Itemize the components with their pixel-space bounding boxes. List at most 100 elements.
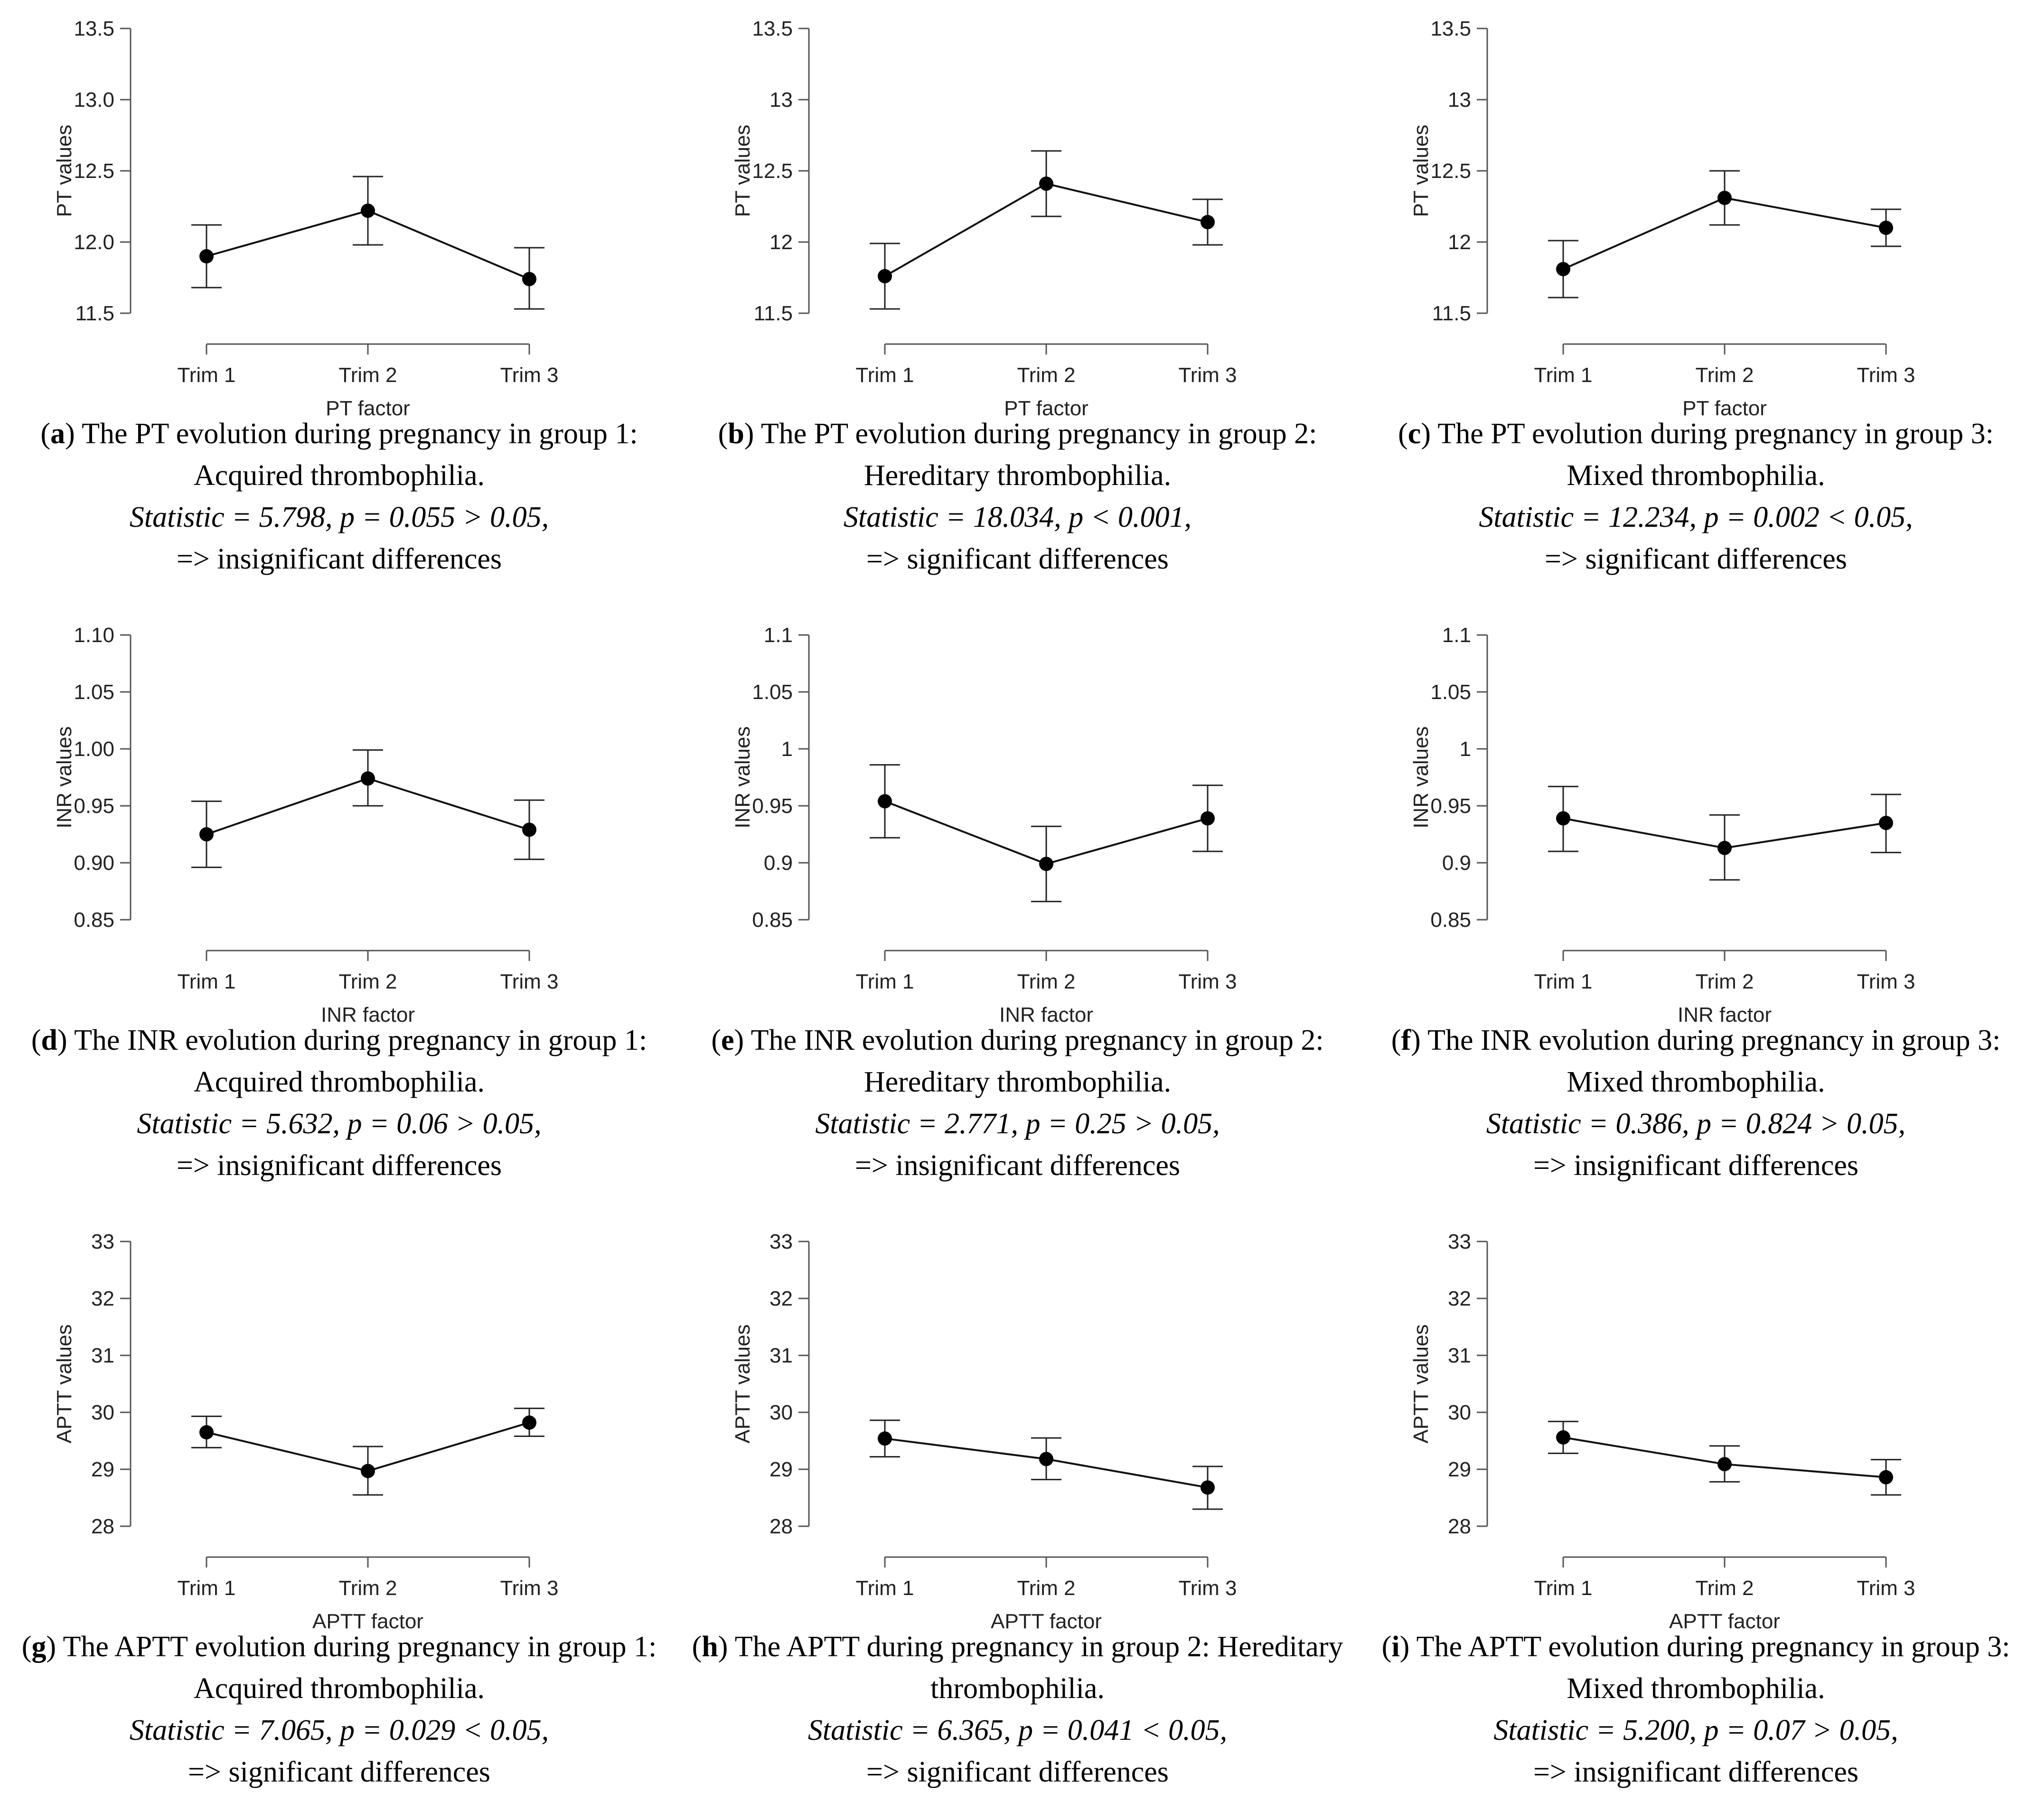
y-tick-label: 11.5 [75,302,114,325]
x-tick-label: Trim 3 [500,364,558,387]
chart-g: 28 29 30 31 32 33 APTT values Trim 1 Trim 2 Trim … [53,1230,559,1631]
panel-h: 28 29 30 31 32 33 APTT values Trim 1 Trim 2 Trim … [678,1213,1357,1820]
y-tick-label: 13.5 [1430,17,1471,40]
data-point [1201,1480,1215,1495]
x-tick-label: Trim 1 [1534,1577,1592,1600]
y-tick-label: 33 [769,1230,793,1253]
x-tick-label: Trim 2 [338,364,397,387]
y-tick-label: 1.05 [752,681,793,704]
panel-b: 11.5 12 12.5 13 13.5 PT values Trim 1 Trim 2 Tri… [678,0,1357,607]
data-point [199,1425,214,1439]
caption-i: (i) The APTT evolution during pregnancy … [1357,1626,2035,1793]
x-tick-label: Trim 3 [1857,364,1915,387]
x-tick-label: Trim 1 [855,364,914,387]
x-tick-label: Trim 1 [1534,970,1592,993]
y-tick-label: 1.05 [74,681,114,704]
data-point [522,1415,536,1430]
y-tick-label: 1 [781,737,793,761]
caption-statistic: Statistic = 5.632, p = 0.06 > 0.05, [137,1108,542,1140]
data-point [1556,262,1570,276]
caption-statistic: Statistic = 18.034, p < 0.001, [844,501,1192,533]
y-tick-label: 33 [1448,1230,1471,1253]
data-point [878,1431,892,1446]
data-point [1717,191,1732,205]
caption-e: (e) The INR evolution during pregnancy i… [678,1019,1357,1186]
caption-statistic: Statistic = 2.771, p = 0.25 > 0.05, [815,1108,1220,1140]
y-tick-label: 12.5 [752,159,793,183]
caption-title: (c) The PT evolution during pregnancy in… [1398,418,1994,492]
caption-title: (d) The INR evolution during pregnancy i… [31,1024,647,1098]
caption-statistic: Statistic = 5.798, p = 0.055 > 0.05, [129,501,549,533]
y-tick-label: 13.5 [752,17,793,40]
caption-statistic: Statistic = 7.065, p = 0.029 < 0.05, [129,1714,549,1746]
y-axis-label: INR values [1409,726,1433,828]
chart-e: 0.85 0.9 0.95 1 1.05 1.1 INR values Trim 1 Trim … [731,624,1237,1024]
chart-i: 28 29 30 31 32 33 APTT values Trim 1 Trim 2 Trim … [1409,1230,1915,1631]
y-tick-label: 0.85 [752,908,793,932]
y-tick-label: 1.1 [764,624,793,647]
y-tick-label: 0.95 [1430,794,1471,818]
y-tick-label: 0.9 [1442,851,1471,875]
y-tick-label: 1.1 [1442,624,1471,647]
data-point [1039,857,1053,871]
caption-title: (b) The PT evolution during pregnancy in… [718,418,1317,492]
y-axis-label: APTT values [53,1324,76,1443]
x-axis-label: INR factor [999,1003,1093,1024]
y-axis-label: PT values [731,125,754,217]
y-tick-label: 1.00 [74,737,114,761]
data-point [361,771,375,786]
data-point [1201,215,1215,229]
x-axis-label: INR factor [1678,1003,1772,1024]
x-tick-label: Trim 2 [338,970,397,993]
panel-d: 0.85 0.90 0.95 1.00 1.05 1.10 INR values Trim 1… [0,607,678,1213]
x-axis-label: PT factor [326,397,410,418]
caption-c: (c) The PT evolution during pregnancy in… [1357,413,2035,580]
y-tick-label: 1 [1460,737,1471,761]
caption-title: (a) The PT evolution during pregnancy in… [40,418,638,492]
y-tick-label: 11.5 [754,302,793,325]
panel-a: 11.5 12.0 12.5 13.0 13.5 PT values Trim 1 Trim … [0,0,678,607]
y-tick-label: 0.90 [74,851,114,875]
y-tick-label: 29 [91,1458,114,1481]
chart-h: 28 29 30 31 32 33 APTT values Trim 1 Trim 2 Trim … [731,1230,1237,1631]
x-tick-label: Trim 2 [1695,1577,1754,1600]
y-axis-label: PT values [1409,125,1433,217]
y-tick-label: 12.5 [1430,159,1471,183]
y-tick-label: 33 [91,1230,114,1253]
data-point [1879,816,1893,830]
y-axis-label: PT values [53,125,76,217]
y-tick-label: 31 [1448,1344,1471,1367]
data-point [199,827,214,841]
x-axis-label: PT factor [1682,397,1767,418]
y-tick-label: 0.85 [1430,908,1471,932]
chart-f: 0.85 0.9 0.95 1 1.05 1.1 INR values Trim 1 Trim … [1409,624,1915,1024]
caption-statistic: Statistic = 12.234, p = 0.002 < 0.05, [1479,501,1913,533]
caption-a: (a) The PT evolution during pregnancy in… [0,413,678,580]
x-tick-label: Trim 3 [1857,970,1915,993]
data-point [1039,177,1053,191]
data-point [878,794,892,809]
data-point [1039,1452,1053,1466]
panel-e: 0.85 0.9 0.95 1 1.05 1.1 INR values Trim 1 Trim … [678,607,1357,1213]
x-tick-label: Trim 1 [855,970,914,993]
caption-conclusion: => significant differences [866,1756,1169,1788]
x-axis-label: APTT factor [312,1610,423,1631]
y-tick-label: 0.95 [74,794,114,818]
caption-title: (i) The APTT evolution during pregnancy … [1381,1631,2010,1705]
chart-d: 0.85 0.90 0.95 1.00 1.05 1.10 INR values Trim 1… [53,624,559,1024]
y-axis-label: INR values [53,726,76,828]
y-tick-label: 28 [769,1515,793,1538]
y-tick-label: 31 [91,1344,114,1367]
y-tick-label: 13.0 [74,88,114,112]
panel-c: 11.5 12 12.5 13 13.5 PT values Trim 1 Trim 2 Tri… [1357,0,2035,607]
y-tick-label: 12 [1448,231,1471,254]
y-tick-label: 12 [769,231,793,254]
x-tick-label: Trim 1 [1534,364,1592,387]
x-tick-label: Trim 3 [1178,1577,1237,1600]
chart-c: 11.5 12 12.5 13 13.5 PT values Trim 1 Trim 2 Tri… [1409,17,1915,418]
data-point [1717,1457,1732,1472]
caption-title: (g) The APTT evolution during pregnancy … [21,1631,657,1705]
x-tick-label: Trim 2 [1017,970,1075,993]
caption-conclusion: => significant differences [866,543,1169,575]
x-tick-label: Trim 3 [1857,1577,1915,1600]
